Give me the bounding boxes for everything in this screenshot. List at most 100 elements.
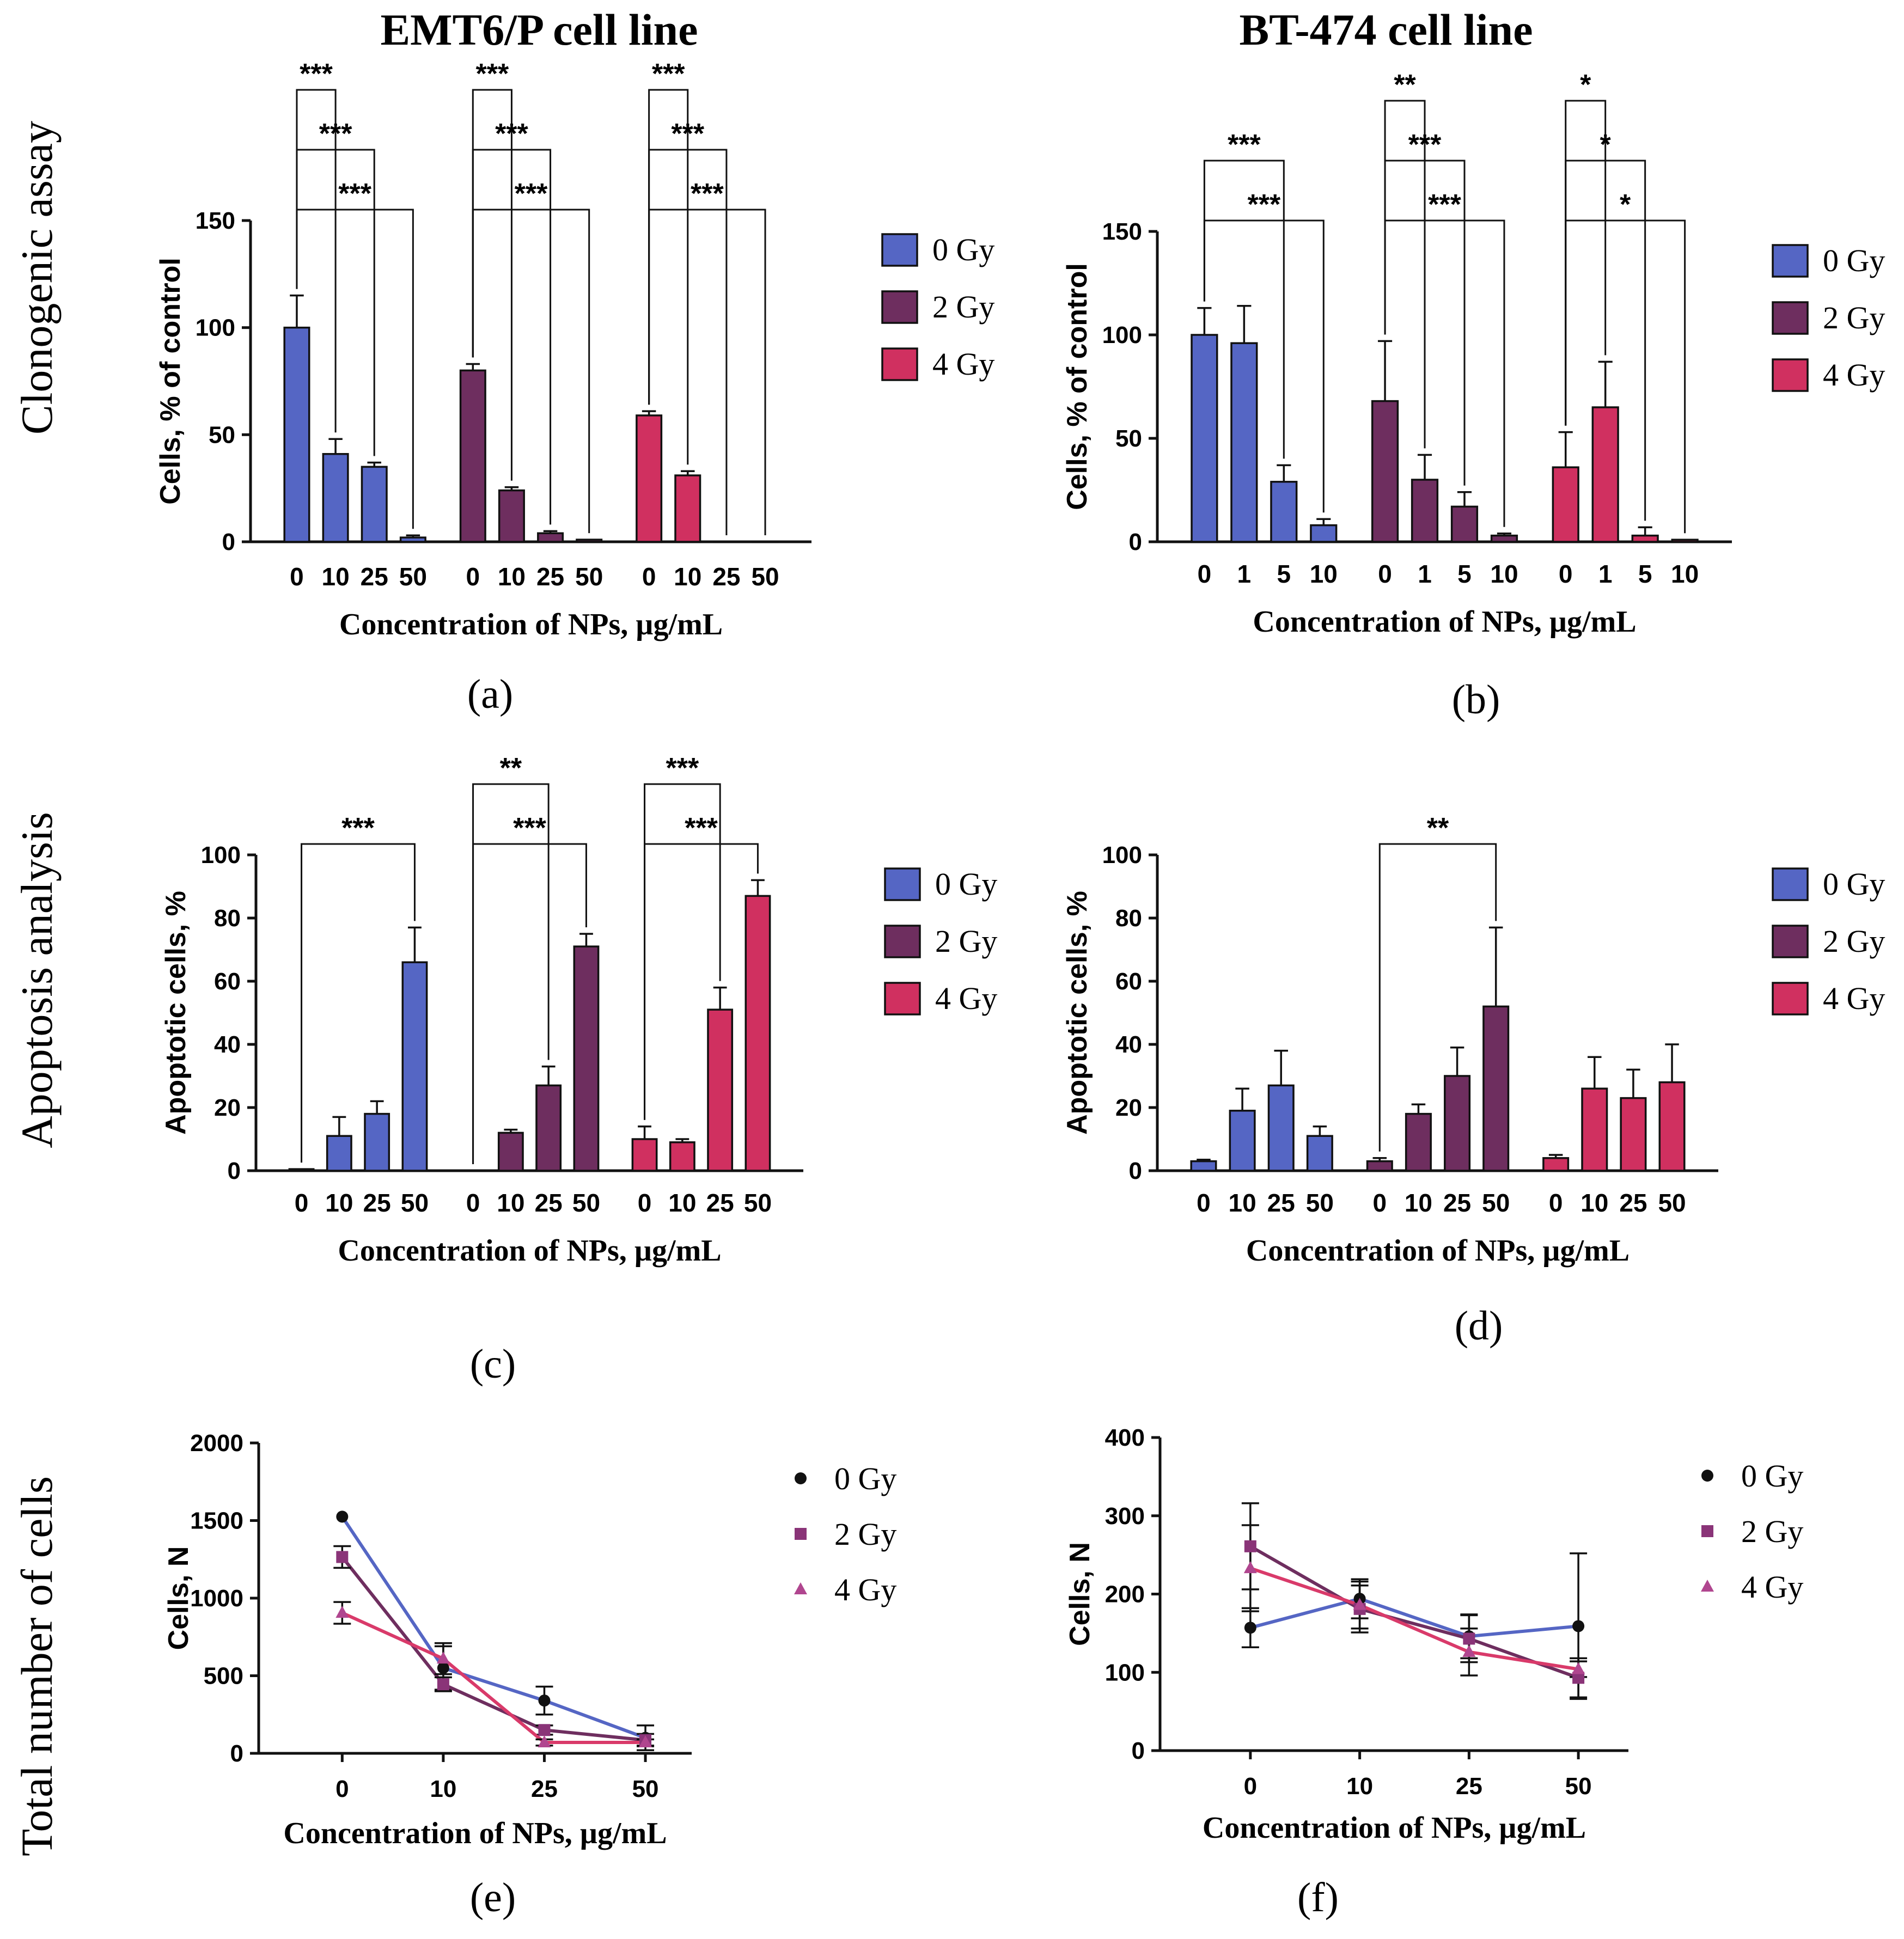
legend-label: 0 Gy [1823, 866, 1885, 902]
legend-label: 0 Gy [935, 866, 997, 902]
x-tick-label: 50 [1482, 1189, 1510, 1217]
significance-label: *** [476, 58, 509, 90]
bar [1450, 505, 1479, 543]
x-tick-label: 10 [674, 562, 701, 591]
data-point [1572, 1672, 1585, 1684]
data-point [1463, 1632, 1475, 1645]
data-point [1572, 1620, 1585, 1632]
legend-label: 2 Gy [932, 289, 994, 325]
bar [288, 1168, 315, 1172]
y-tick-label: 0 [1129, 1158, 1142, 1184]
y-tick-label: 0 [222, 529, 235, 555]
significance-label: * [1620, 189, 1631, 221]
bar [498, 489, 525, 543]
x-tick-label: 25 [1619, 1189, 1647, 1217]
y-tick-label: 80 [214, 905, 241, 932]
x-tick-label: 10 [498, 562, 526, 591]
x-tick-label: 1 [1237, 560, 1252, 588]
legend-swatch [881, 347, 918, 381]
x-tick-label: 10 [325, 1189, 353, 1217]
data-point [538, 1735, 551, 1748]
significance-label: *** [685, 812, 718, 844]
x-tick-label: 10 [1310, 560, 1338, 588]
significance-label: * [1600, 129, 1612, 161]
bar [1552, 466, 1579, 543]
significance-label: *** [515, 178, 548, 210]
legend-marker [794, 1582, 807, 1594]
y-tick-label: 150 [1102, 218, 1142, 245]
data-point [639, 1735, 652, 1748]
x-tick-label: 0 [1373, 1189, 1387, 1217]
y-tick-label: 1500 [190, 1508, 243, 1534]
series-line [1250, 1597, 1579, 1638]
y-tick-label: 60 [214, 968, 241, 995]
legend-swatch [1772, 358, 1809, 392]
x-tick-label: 10 [322, 562, 350, 591]
x-axis-title: Concentration of NPs, µg/mL [339, 608, 723, 641]
significance-bracket [1384, 219, 1505, 527]
x-tick-label: 10 [1671, 560, 1699, 588]
panel-label: (a) [467, 671, 513, 717]
legend-label: 0 Gy [834, 1461, 896, 1496]
x-tick-label: 25 [363, 1189, 391, 1217]
significance-label: ** [1394, 69, 1416, 101]
panel-label: (e) [470, 1875, 516, 1920]
x-tick-label: 1 [1598, 560, 1613, 588]
significance-label: *** [300, 58, 333, 90]
x-tick-label: 5 [1277, 560, 1291, 588]
y-tick-label: 100 [196, 315, 235, 341]
y-axis-title: Cells, % of control [1061, 263, 1093, 510]
y-axis-title: Cells, N [1064, 1542, 1096, 1646]
x-tick-label: 10 [1405, 1189, 1432, 1217]
x-tick-label: 25 [706, 1189, 734, 1217]
significance-bracket [301, 843, 416, 1163]
bar [326, 1135, 352, 1172]
significance-label: *** [319, 118, 352, 150]
significance-bracket [648, 209, 766, 535]
legend-label: 4 Gy [935, 981, 997, 1016]
y-tick-label: 300 [1105, 1503, 1145, 1530]
bar [401, 961, 428, 1172]
bar [1306, 1135, 1333, 1172]
significance-label: ** [1427, 812, 1449, 844]
column-title-emt6p: EMT6/P cell line [380, 5, 698, 54]
x-axis-title: Concentration of NPs, µg/mL [1253, 605, 1636, 639]
data-point [336, 1551, 349, 1563]
x-tick-label: 1 [1418, 560, 1432, 588]
x-tick-label: 0 [1197, 1189, 1211, 1217]
legend-label: 2 Gy [1823, 300, 1885, 335]
bar [535, 1084, 562, 1172]
x-tick-label: 0 [1549, 1189, 1563, 1217]
significance-label: *** [1408, 129, 1442, 161]
y-tick-label: 50 [209, 421, 235, 448]
bar [361, 466, 388, 543]
data-point [1244, 1540, 1256, 1552]
bar [1671, 539, 1699, 543]
data-point [1244, 1622, 1256, 1634]
y-tick-label: 0 [230, 1740, 243, 1767]
panel-label: (b) [1452, 677, 1500, 723]
x-tick-label: 0 [466, 1189, 480, 1217]
y-tick-label: 0 [228, 1158, 241, 1184]
significance-label: *** [338, 178, 371, 210]
y-tick-label: 40 [214, 1031, 241, 1058]
bar [1620, 1097, 1647, 1172]
y-tick-label: 400 [1105, 1424, 1145, 1451]
x-tick-label: 0 [466, 562, 480, 591]
x-tick-label: 25 [361, 562, 388, 591]
legend-label: 2 Gy [1823, 923, 1885, 959]
x-axis-title: Concentration of NPs, µg/mL [338, 1234, 721, 1268]
legend-swatch [1772, 244, 1809, 278]
significance-label: *** [652, 58, 685, 90]
y-tick-label: 20 [1115, 1094, 1142, 1121]
bar [744, 895, 771, 1172]
significance-label: *** [513, 812, 546, 844]
legend-swatch [884, 925, 921, 958]
y-tick-label: 2000 [190, 1430, 243, 1457]
x-tick-label: 50 [1565, 1773, 1592, 1800]
bar [1190, 1160, 1217, 1172]
